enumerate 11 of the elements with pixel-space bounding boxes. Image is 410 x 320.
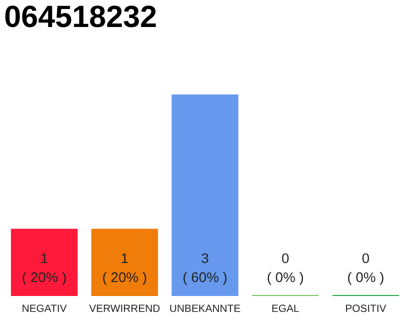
x-tick-label: POSITIV [346,304,386,312]
data-label: 0 ( 0% ) [268,253,304,285]
x-tick-label: EGAL [272,304,299,312]
x-tick-label: VERWIRREND [89,304,160,312]
chart-title: 064518232 [5,6,156,28]
data-label: 1 ( 20% ) [22,253,66,285]
data-label: 1 ( 20% ) [103,253,146,285]
data-label: 0 ( 0% ) [348,253,384,285]
x-tick-label: UNBEKANNTE [170,304,240,312]
data-label: 3 ( 60% ) [183,253,227,285]
x-tick-label: NEGATIV [22,304,67,312]
